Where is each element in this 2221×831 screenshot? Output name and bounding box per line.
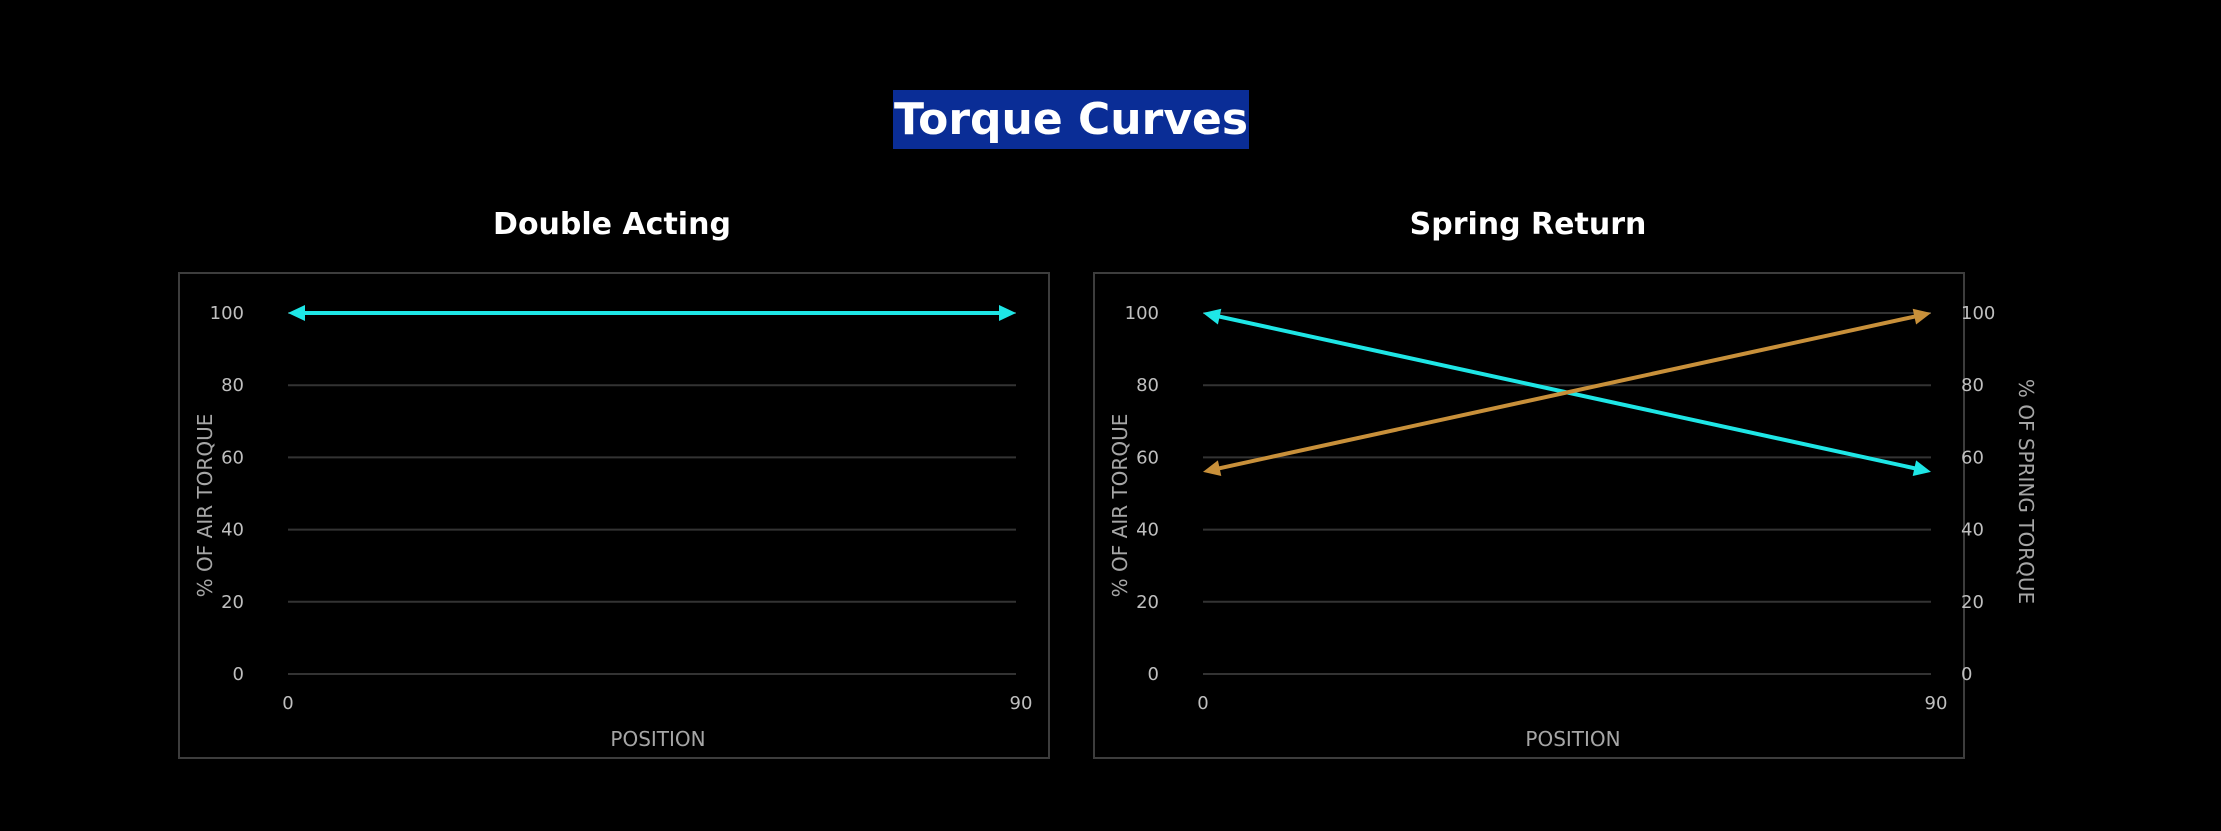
y2-tick-label: 80 xyxy=(1961,375,1984,396)
y-tick-label: 60 xyxy=(221,447,244,468)
y-axis-label: % OF AIR TORQUE xyxy=(1108,414,1132,598)
x-tick-label: 90 xyxy=(1925,693,1948,714)
y-tick-label: 20 xyxy=(221,592,244,613)
x-axis-label: POSITION xyxy=(1525,727,1620,751)
y-tick-label: 20 xyxy=(1136,592,1159,613)
y-axis-label: % OF AIR TORQUE xyxy=(193,414,217,598)
x-tick-label: 90 xyxy=(1010,693,1033,714)
y-tick-label: 80 xyxy=(221,375,244,396)
y2-axis-label: % OF SPRING TORQUE xyxy=(2014,379,2038,604)
series-0-arrowhead-start xyxy=(288,305,305,321)
y-tick-label: 0 xyxy=(1148,664,1159,685)
chart-title-double-acting: Double Acting xyxy=(493,207,731,242)
y-tick-label: 100 xyxy=(1125,303,1159,324)
series-1-arrowhead-start xyxy=(1203,460,1222,477)
chart-frame-double-acting xyxy=(178,272,1050,759)
page-title: Torque Curves xyxy=(893,90,1249,149)
series-1-arrowhead-end xyxy=(1912,308,1931,325)
x-tick-label: 0 xyxy=(1197,693,1208,714)
y2-tick-label: 20 xyxy=(1961,592,1984,613)
y2-tick-label: 40 xyxy=(1961,520,1984,541)
chart-title-spring-return: Spring Return xyxy=(1409,207,1647,242)
y2-tick-label: 100 xyxy=(1961,303,1995,324)
series-0-arrowhead-end xyxy=(999,305,1016,321)
series-0-arrowhead-start xyxy=(1203,308,1222,325)
y-tick-label: 60 xyxy=(1136,447,1159,468)
y-tick-label: 80 xyxy=(1136,375,1159,396)
y-tick-label: 40 xyxy=(1136,520,1159,541)
y2-tick-label: 0 xyxy=(1961,664,1972,685)
series-line-1 xyxy=(1214,313,1920,472)
x-tick-label: 0 xyxy=(282,693,293,714)
series-0-arrowhead-end xyxy=(1912,460,1931,477)
chart-frame-spring-return xyxy=(1093,272,1965,759)
y2-tick-label: 60 xyxy=(1961,447,1984,468)
y-tick-label: 100 xyxy=(210,303,244,324)
y-tick-label: 40 xyxy=(221,520,244,541)
x-axis-label: POSITION xyxy=(610,727,705,751)
y-tick-label: 0 xyxy=(233,664,244,685)
chart-double-acting: 0 20 40 60 80 100 0 90 POSITION % OF AIR TORQUE xyxy=(193,303,1033,751)
chart-spring-return: 0 20 40 60 80 100 0 20 40 60 80 100 0 90 POSITION % OF … xyxy=(1108,303,2038,751)
